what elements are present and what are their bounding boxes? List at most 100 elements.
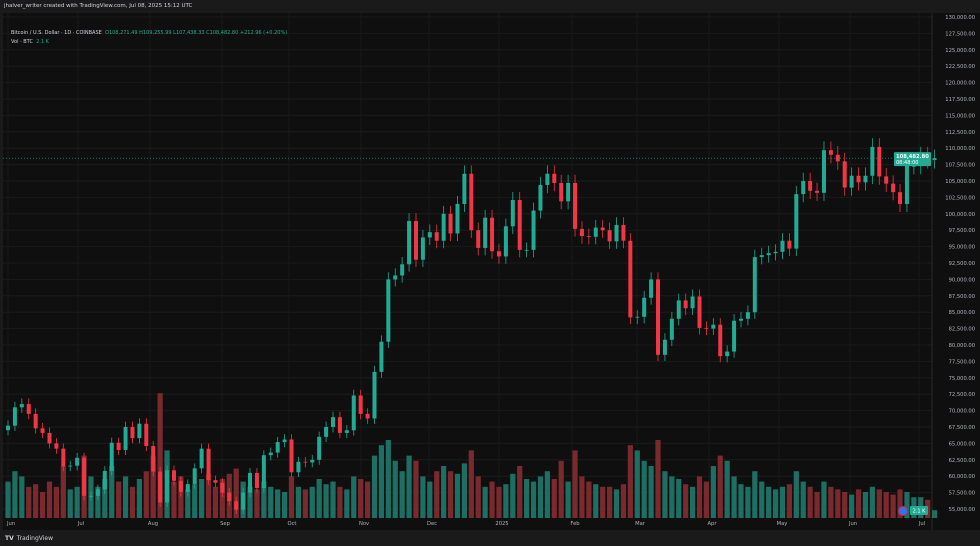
volume-bar xyxy=(33,484,39,518)
y-tick-label: 90,000.00 xyxy=(949,277,975,283)
volume-bar xyxy=(779,486,786,518)
volume-bar xyxy=(759,481,765,518)
candle-body xyxy=(199,448,204,469)
candle-body xyxy=(427,232,432,238)
volume-bar xyxy=(434,471,440,518)
volume-bar xyxy=(150,455,156,518)
volume-bar xyxy=(447,471,454,518)
volume-bar xyxy=(122,476,129,518)
candle-body xyxy=(19,404,24,408)
footer: TV TradingView xyxy=(0,530,980,546)
countdown-timer: 08:48:00 xyxy=(896,160,918,166)
volume-bar xyxy=(178,476,184,518)
x-tick-label: Jul xyxy=(918,521,925,527)
volume-bar xyxy=(302,489,308,518)
candle-body xyxy=(856,175,861,183)
candle-body xyxy=(621,224,626,241)
candle-body xyxy=(358,395,363,414)
candle-body xyxy=(310,459,315,463)
candle-body xyxy=(877,146,882,177)
y-tick-label: 95,000.00 xyxy=(949,245,975,251)
candle-body xyxy=(324,427,329,437)
volume-bar xyxy=(185,489,191,518)
volume-bar xyxy=(772,489,779,518)
candle-body xyxy=(697,296,702,328)
volume-bar xyxy=(454,473,461,518)
volume-bar xyxy=(883,492,889,518)
candle-body xyxy=(607,230,612,242)
candle-body xyxy=(102,470,107,490)
candle-body xyxy=(40,428,45,433)
volume-bar xyxy=(717,455,723,518)
candle-body xyxy=(732,320,737,352)
candle-body xyxy=(413,221,418,260)
volume-bar xyxy=(282,492,288,518)
price-change: +212.96 (+0.20%) xyxy=(239,30,288,36)
volume-bar xyxy=(67,489,73,518)
candle-body xyxy=(317,436,322,460)
candle-body xyxy=(303,461,308,463)
candle-body xyxy=(545,173,550,185)
volume-bar xyxy=(586,481,592,518)
symbol-name[interactable]: Bitcoin / U.S. Dollar · 1D · COINBASE xyxy=(11,30,102,36)
volume-bar xyxy=(74,486,80,518)
candle-body xyxy=(462,173,467,204)
candle-body xyxy=(261,455,266,489)
volume-bar xyxy=(337,486,343,518)
volume-bar xyxy=(496,486,502,518)
y-tick-label: 85,000.00 xyxy=(949,310,975,316)
volume-bar xyxy=(752,471,758,518)
volume-bar xyxy=(102,479,108,518)
volume-bar xyxy=(641,460,647,518)
candle-body xyxy=(745,312,750,319)
volume-bar xyxy=(95,486,101,518)
volume-bar xyxy=(143,471,149,518)
volume-legend-row: Vol · BTC 2.1 K xyxy=(11,38,287,47)
candle-body xyxy=(628,240,633,318)
volume-bar xyxy=(932,510,938,518)
candle-body xyxy=(524,249,529,251)
volume-bar xyxy=(786,484,792,518)
volume-bar xyxy=(385,440,391,518)
volume-bar xyxy=(524,479,530,518)
volume-bar xyxy=(766,486,772,518)
candle-body xyxy=(593,227,598,237)
price-chart[interactable]: 130,000.00 127,500.00 125,000.00 122,500.00… xyxy=(3,13,980,530)
x-tick-label: Mar xyxy=(635,521,646,527)
candle-body xyxy=(614,224,619,242)
volume-bar xyxy=(427,481,433,518)
last-price-value: 108,482.80 xyxy=(896,154,929,160)
candle-body xyxy=(448,213,453,234)
volume-bar xyxy=(351,476,357,518)
candle-body xyxy=(579,228,584,237)
candle-body xyxy=(254,472,259,489)
candle-body xyxy=(898,192,903,204)
volume-bar xyxy=(551,479,557,518)
candle-body xyxy=(759,255,764,258)
candle-body xyxy=(400,264,405,276)
candle-body xyxy=(185,484,190,492)
volume-bar xyxy=(46,481,53,518)
volume-bar xyxy=(869,486,875,518)
y-tick-label: 115,000.00 xyxy=(945,113,975,119)
candle-body xyxy=(407,221,412,265)
y-tick-label: 55,000.00 xyxy=(949,507,975,513)
volume-label[interactable]: Vol · BTC xyxy=(11,39,33,45)
volume-bar xyxy=(724,460,730,518)
candle-body xyxy=(738,318,743,321)
chart-pane[interactable]: Bitcoin / U.S. Dollar · 1D · COINBASE O1… xyxy=(3,13,980,530)
watermark-bar: jhalver_writer created with TradingView.… xyxy=(0,0,980,13)
volume-bar xyxy=(862,492,869,518)
candle-body xyxy=(752,257,757,313)
candle-body xyxy=(234,501,239,510)
volume-bar xyxy=(5,481,11,518)
volume-bar xyxy=(683,484,689,518)
volume-bar xyxy=(399,471,405,518)
volume-bar xyxy=(669,476,675,518)
volume-bar xyxy=(199,479,205,518)
candle-body xyxy=(683,300,688,309)
volume-bar xyxy=(109,466,115,518)
volume-bar xyxy=(205,473,212,518)
tradingview-logo[interactable]: TV xyxy=(5,535,14,542)
volume-bar xyxy=(233,468,239,518)
